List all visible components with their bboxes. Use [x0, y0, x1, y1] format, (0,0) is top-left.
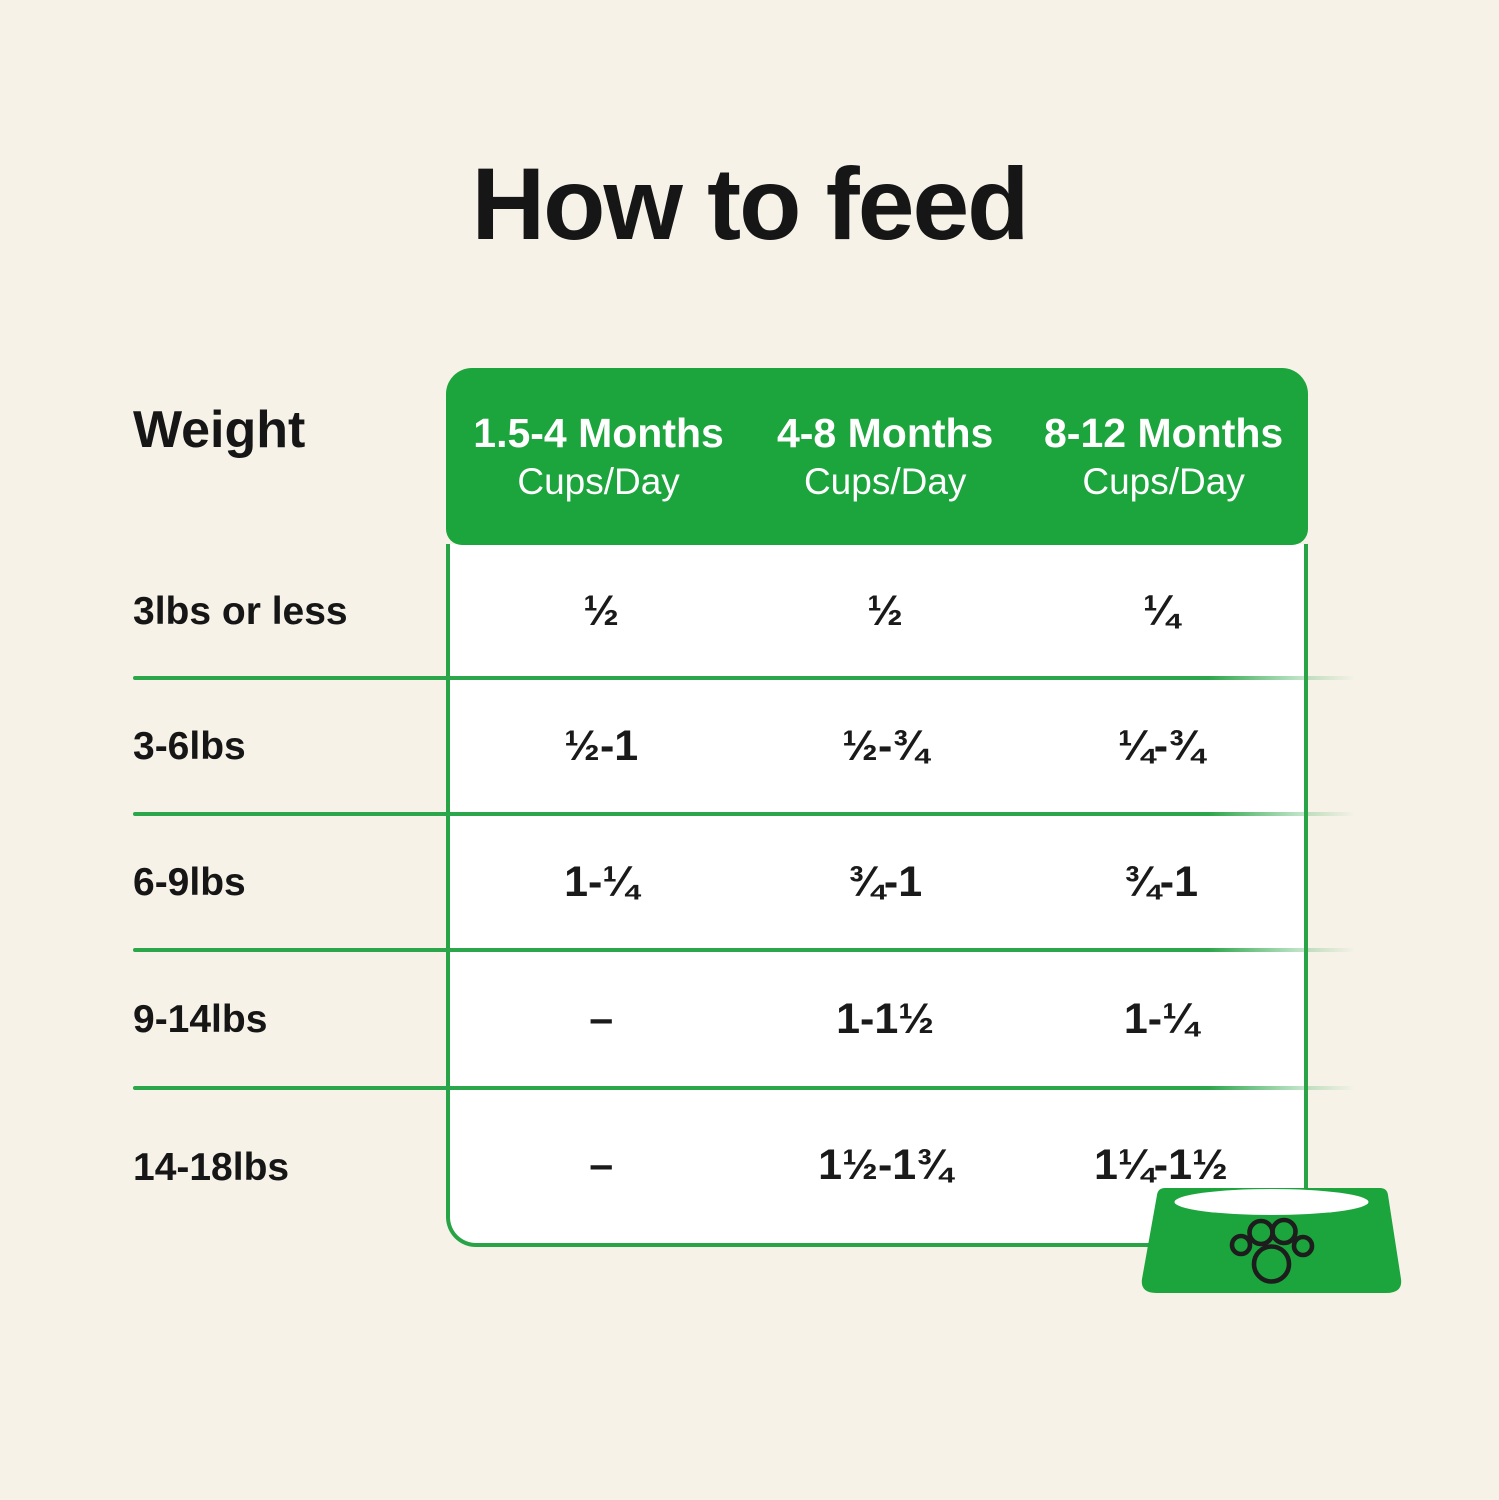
weight-column-header: Weight	[133, 401, 306, 459]
weight-row-label: 6-9lbs	[133, 860, 246, 904]
table-cell: 1-¼	[1123, 994, 1198, 1043]
table-cell: –	[589, 994, 614, 1043]
table-cell: ¼-¾	[1117, 721, 1204, 770]
page-title: How to feed	[471, 147, 1030, 261]
column-header-sublabel: Cups/Day	[517, 461, 680, 502]
column-header-label: 4-8 Months	[776, 410, 994, 456]
weight-row-label: 14-18lbs	[133, 1146, 290, 1189]
row-divider	[133, 676, 1355, 680]
table-cell: 1½-1¾	[818, 1141, 953, 1189]
column-header-sublabel: Cups/Day	[1082, 461, 1245, 502]
table-cell: ½-¾	[842, 721, 929, 770]
weight-labels-column: 3lbs or less 3-6lbs 6-9lbs 9-14lbs 14-18…	[133, 544, 433, 1247]
column-header-1: 1.5-4 Months Cups/Day	[446, 368, 751, 545]
weight-row-label: 3-6lbs	[133, 724, 246, 768]
table-body: ½ ½ ¼ ½-1 ½-¾ ¼-¾ 1-¼ ¾-1 ¾-1 – 1-1½ 1-¼…	[446, 544, 1308, 1247]
column-header-label: 8-12 Months	[1044, 410, 1284, 456]
table-cell: ¼	[1143, 586, 1179, 635]
dog-bowl-icon	[1141, 1188, 1402, 1293]
row-divider	[133, 948, 1355, 952]
column-header-3: 8-12 Months Cups/Day	[1019, 368, 1308, 545]
paw-print-icon	[1229, 1217, 1315, 1284]
weight-row-label: 3lbs or less	[133, 589, 348, 633]
weight-row-label: 9-14lbs	[133, 997, 268, 1041]
table-cell: ¾-1	[1123, 857, 1198, 906]
row-divider	[133, 1086, 1355, 1090]
table-cell: ½	[867, 586, 904, 635]
row-divider	[133, 812, 1355, 816]
column-header-2: 4-8 Months Cups/Day	[751, 368, 1019, 545]
table-header-banner: 1.5-4 Months Cups/Day 4-8 Months Cups/Da…	[446, 368, 1308, 545]
table-cell: ½	[583, 586, 620, 635]
table-cell: 1-¼	[564, 857, 639, 906]
table-cell: 1¼-1½	[1094, 1141, 1228, 1189]
table-cell: –	[589, 1141, 614, 1189]
bowl-opening	[1174, 1189, 1369, 1215]
table-cell: ½-1	[564, 721, 639, 770]
table-cell: ¾-1	[848, 857, 923, 906]
table-cell: 1-1½	[836, 994, 935, 1043]
column-header-label: 1.5-4 Months	[473, 410, 724, 456]
column-header-sublabel: Cups/Day	[803, 461, 967, 502]
